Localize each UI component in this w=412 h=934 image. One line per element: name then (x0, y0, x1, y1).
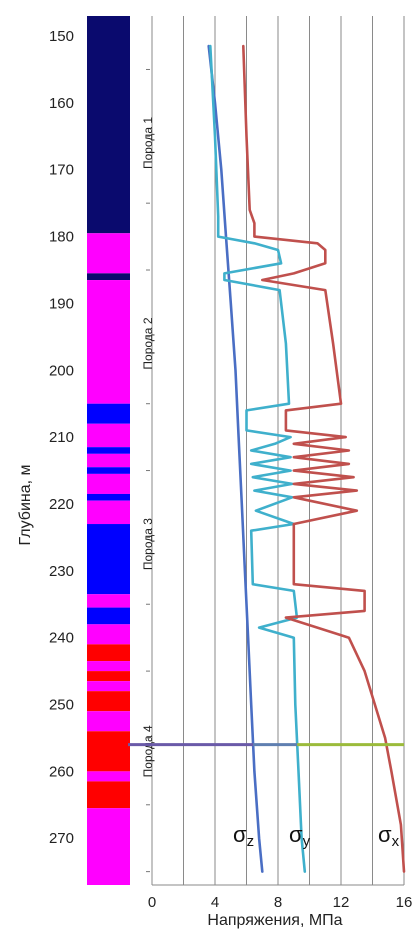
lithology-band-11 (87, 500, 130, 525)
y-tick-190: 190 (49, 295, 74, 312)
lithology-band-10 (87, 493, 130, 501)
zone-label-4: Порода 4 (141, 725, 155, 777)
lithology-band-4 (87, 403, 130, 424)
series-line-1 (209, 44, 307, 873)
y-tick-270: 270 (49, 830, 74, 847)
lithology-band-9 (87, 473, 130, 494)
x-tick-0: 0 (148, 894, 156, 911)
lithology-band-25 (87, 808, 130, 885)
y-tick-170: 170 (49, 162, 74, 179)
y-tick-250: 250 (49, 697, 74, 714)
axis-ticks: 150 160 170 180 190 200 210 220 230 240 250 260 270 0… (49, 28, 412, 911)
rock-zones: Порода 1 Порода 2 Порода 3 Порода 4 (141, 68, 155, 873)
lithology-band-21 (87, 711, 130, 732)
series-label-sigma-y: σy (289, 822, 311, 850)
lithology-band-19 (87, 681, 130, 692)
zone-label-1: Порода 1 (141, 117, 155, 169)
lithology-band-18 (87, 671, 130, 682)
lithology-band-12 (87, 524, 130, 595)
y-tick-160: 160 (49, 95, 74, 112)
lithology-band-0 (87, 16, 130, 234)
lithology-band-8 (87, 467, 130, 474)
y-tick-220: 220 (49, 496, 74, 513)
lithology-band-24 (87, 781, 130, 809)
y-tick-240: 240 (49, 630, 74, 647)
series-line-2 (242, 44, 406, 873)
x-tick-8: 8 (274, 894, 282, 911)
lithology-band-16 (87, 644, 130, 662)
y-tick-230: 230 (49, 563, 74, 580)
lithology-band-6 (87, 447, 130, 454)
y-tick-180: 180 (49, 229, 74, 246)
series-label-sigma-x: σx (378, 822, 400, 850)
lithology-band-14 (87, 607, 130, 625)
y-tick-260: 260 (49, 763, 74, 780)
grid (151, 16, 405, 886)
series-label-sigma-z: σz (233, 822, 254, 850)
lithology-band-13 (87, 594, 130, 608)
lithology-band-5 (87, 423, 130, 448)
y-tick-150: 150 (49, 28, 74, 45)
lithology-band-3 (87, 280, 130, 404)
series-line-0 (207, 44, 264, 873)
lithology-band-17 (87, 661, 130, 672)
lithology-band-15 (87, 624, 130, 645)
lithology-band-23 (87, 771, 130, 782)
zone-label-2: Порода 2 (141, 317, 155, 369)
lithology-band-1 (87, 233, 130, 274)
lithology-column (87, 16, 130, 885)
y-axis-title: Глубина, м (17, 464, 34, 545)
y-tick-210: 210 (49, 429, 74, 446)
lithology-band-7 (87, 453, 130, 468)
lithology-band-2 (87, 273, 130, 281)
lithology-band-22 (87, 731, 130, 772)
x-axis-title: Напряжения, МПа (207, 912, 342, 929)
lithology-band-20 (87, 691, 130, 712)
x-tick-4: 4 (211, 894, 219, 911)
x-tick-12: 12 (333, 894, 350, 911)
series-lines (207, 44, 406, 873)
zone-label-3: Порода 3 (141, 518, 155, 570)
y-tick-200: 200 (49, 362, 74, 379)
x-tick-16: 16 (396, 894, 412, 911)
